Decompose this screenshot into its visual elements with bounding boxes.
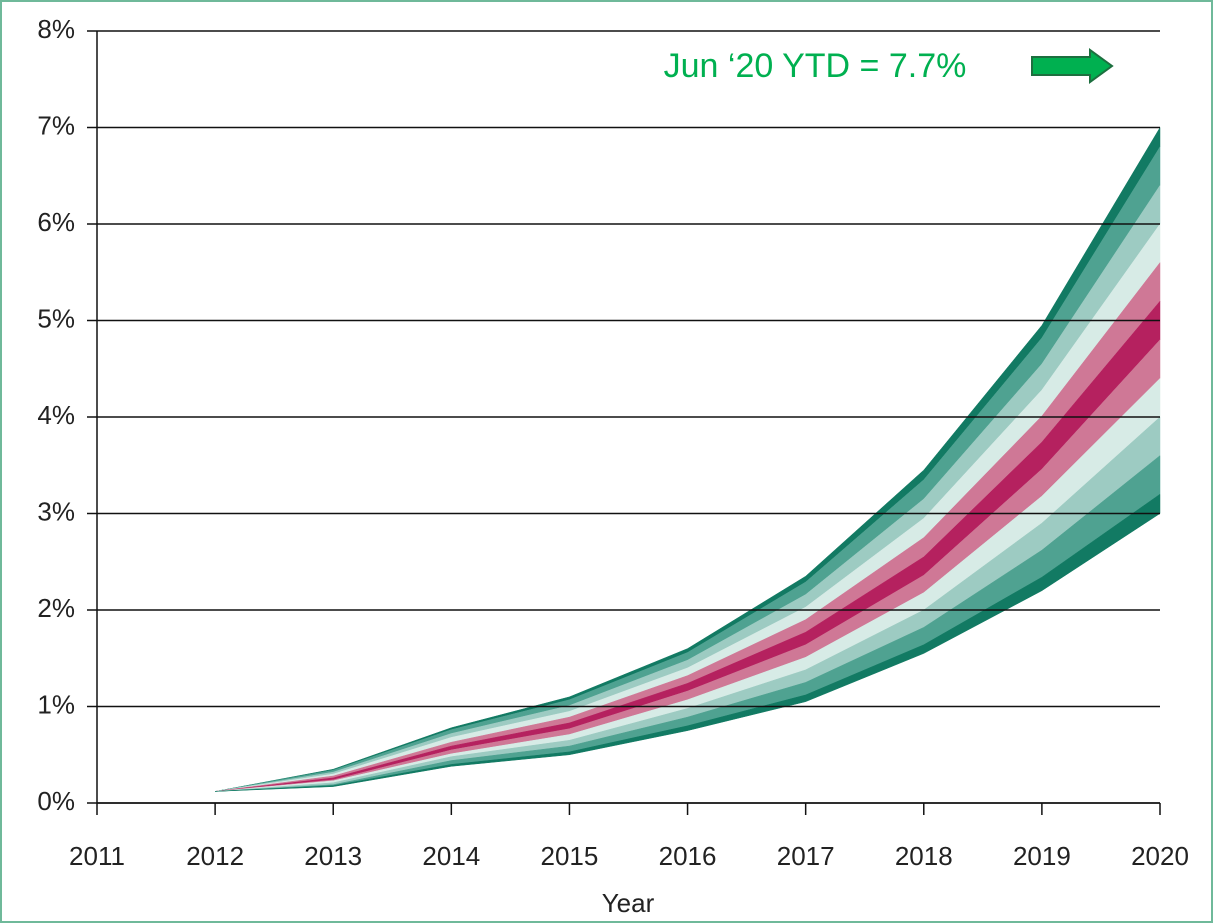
x-tick-label: 2011: [69, 841, 125, 871]
x-tick-label: 2018: [895, 841, 953, 871]
x-tick-label: 2014: [422, 841, 480, 871]
x-tick-label: 2019: [1013, 841, 1071, 871]
y-tick-label: 3%: [37, 496, 75, 526]
x-tick-label: 2016: [659, 841, 717, 871]
annotation: Jun ‘20 YTD = 7.7%: [664, 47, 967, 85]
y-tick-label: 4%: [37, 400, 75, 430]
y-tick-label: 8%: [37, 14, 75, 44]
x-tick-label: 2015: [541, 841, 599, 871]
x-tick-label: 2013: [304, 841, 362, 871]
annotation-arrow: [1031, 48, 1114, 84]
x-tick-label: 2020: [1131, 841, 1189, 871]
plot-area: [215, 126, 1161, 792]
y-tick-label: 6%: [37, 207, 75, 237]
y-tick-label: 7%: [37, 110, 75, 140]
y-tick-label: 0%: [37, 786, 75, 816]
y-tick-label: 1%: [37, 689, 75, 719]
x-tick-label: 2017: [777, 841, 835, 871]
y-tick-label: 2%: [37, 593, 75, 623]
fan-band: [215, 493, 1161, 792]
x-axis-label: Year: [602, 888, 655, 918]
x-tick-label: 2012: [186, 841, 244, 871]
y-tick-label: 5%: [37, 303, 75, 333]
